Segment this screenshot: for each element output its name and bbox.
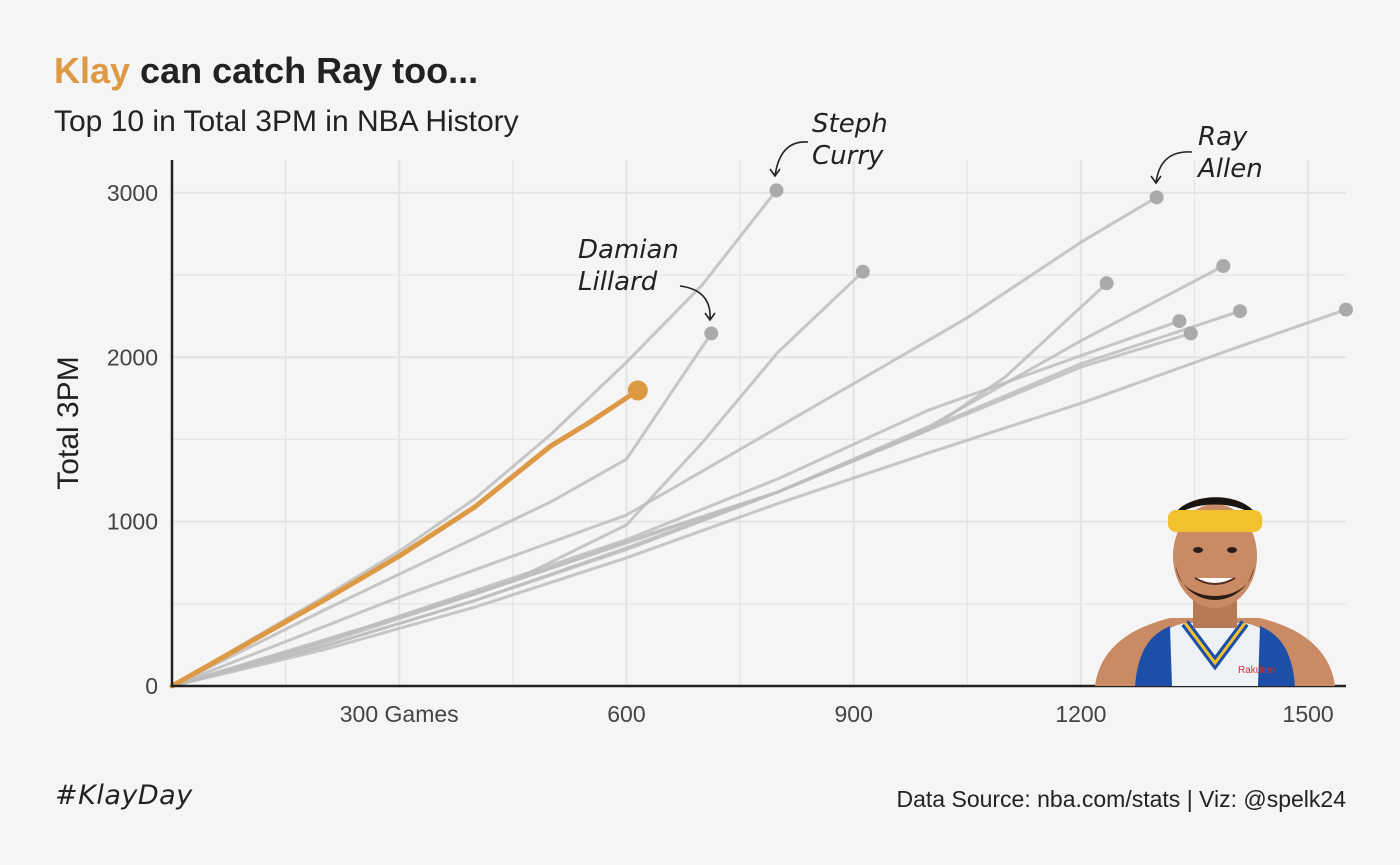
annotation-arrow — [679, 285, 711, 321]
series-line-player-7 — [170, 319, 1181, 688]
hashtag-caption: #KlayDay — [55, 780, 193, 811]
series-endpoint-player-4 — [1216, 259, 1231, 274]
series-line-klay — [169, 388, 641, 689]
data-source-caption: Data Source: nba.com/stats | Viz: @spelk… — [896, 786, 1347, 812]
series-endpoint-player-3 — [855, 264, 870, 279]
series-endpoint-steph-curry — [769, 183, 784, 198]
x-tick-label: 1500 — [1283, 701, 1334, 727]
y-axis-label: Total 3PM — [52, 356, 85, 489]
annotation-arrowhead — [1150, 175, 1162, 185]
chart-title: Klay can catch Ray too... — [54, 50, 478, 92]
annotation-arrowhead — [769, 168, 781, 178]
series-line-ray-allen — [170, 195, 1159, 688]
series-line-steph-curry — [170, 188, 778, 688]
annotation-label: Steph Curry — [812, 109, 888, 171]
player-photo: Rakuten — [1095, 497, 1335, 686]
series-endpoint-damian-lillard — [704, 326, 719, 341]
series-line-damian-lillard — [170, 331, 713, 688]
annotation-arrowhead — [704, 312, 716, 322]
series-endpoint-player-9 — [1339, 302, 1353, 317]
title-rest: can catch Ray too... — [130, 50, 479, 91]
y-tick-label: 1000 — [107, 509, 158, 535]
chart-subtitle: Top 10 in Total 3PM in NBA History — [54, 105, 519, 138]
series-endpoint-player-5 — [1099, 276, 1114, 291]
y-tick-label: 0 — [145, 673, 158, 699]
y-tick-label: 2000 — [107, 344, 158, 370]
series-endpoint-ray-allen — [1149, 190, 1164, 205]
series-endpoint-player-8 — [1183, 326, 1198, 341]
x-tick-label: 1200 — [1055, 701, 1106, 727]
annotation-arrow — [774, 141, 809, 177]
series-line-player-5 — [170, 281, 1109, 688]
series-line-player-9 — [170, 308, 1348, 688]
title-highlight: Klay — [54, 50, 131, 91]
series-endpoint-player-6 — [1232, 304, 1247, 319]
series-line-player-8 — [170, 331, 1193, 688]
series-endpoint-player-7 — [1172, 314, 1187, 329]
annotation-arrow — [1155, 151, 1193, 184]
x-tick-label: 900 — [834, 701, 872, 727]
annotation-label: Damian Lillard — [578, 235, 679, 297]
series-endpoint-klay — [627, 380, 648, 401]
x-tick-label: 300 Games — [340, 701, 459, 727]
svg-text:Rakuten: Rakuten — [1238, 665, 1275, 676]
x-tick-label: 600 — [607, 701, 645, 727]
y-tick-label: 3000 — [107, 180, 158, 206]
annotation-label: Ray Allen — [1196, 122, 1263, 184]
